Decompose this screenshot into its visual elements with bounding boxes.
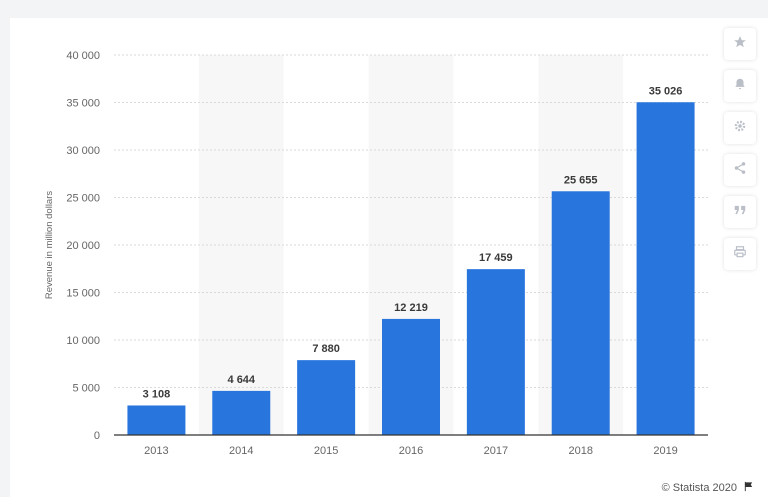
chart-card: 0 5 000 10 000 15 000 20 000 25 000 30 000 35 0… (10, 18, 768, 497)
gear-icon (733, 119, 747, 138)
y-tick-label: 0 (94, 430, 100, 442)
chart-toolbar (724, 28, 758, 280)
data-label: 12 219 (394, 302, 428, 314)
star-icon (733, 35, 747, 54)
notification-button[interactable] (724, 70, 756, 102)
bar (127, 405, 186, 435)
x-tick-label: 2017 (484, 445, 508, 457)
x-tick-label: 2013 (144, 445, 168, 457)
y-tick-label: 35 000 (66, 98, 100, 110)
y-tick-label: 40 000 (66, 50, 100, 62)
print-button[interactable] (724, 238, 756, 270)
cite-button[interactable] (724, 196, 756, 228)
credit-text: © Statista 2020 (661, 482, 737, 494)
settings-button[interactable] (724, 112, 756, 144)
y-tick-label: 15 000 (66, 288, 100, 300)
y-tick-label: 20 000 (66, 240, 100, 252)
share-icon (733, 161, 747, 180)
data-label: 35 026 (649, 85, 683, 97)
y-tick-label: 10 000 (66, 335, 100, 347)
quote-icon (733, 203, 747, 222)
share-button[interactable] (724, 154, 756, 186)
bar (466, 269, 525, 435)
data-label: 25 655 (564, 174, 598, 186)
column-band (198, 55, 284, 435)
x-tick-label: 2014 (229, 445, 253, 457)
x-tick-label: 2016 (399, 445, 423, 457)
x-tick-label: 2018 (568, 445, 592, 457)
bar (551, 191, 610, 435)
favorite-button[interactable] (724, 28, 756, 60)
flag-icon (743, 481, 754, 495)
y-axis-label: Revenue in million dollars (44, 191, 55, 299)
y-tick-label: 5 000 (72, 383, 100, 395)
data-label: 3 108 (143, 388, 171, 400)
print-icon (733, 245, 747, 264)
source-credit[interactable]: © Statista 2020 (662, 481, 754, 495)
x-tick-label: 2019 (653, 445, 677, 457)
bell-icon (733, 77, 747, 96)
bar (212, 390, 271, 435)
y-tick-label: 30 000 (66, 145, 100, 157)
x-tick-label: 2015 (314, 445, 338, 457)
data-label: 7 880 (312, 343, 340, 355)
bar (382, 318, 440, 435)
bar (297, 360, 356, 435)
y-tick-label: 25 000 (66, 193, 100, 205)
data-label: 17 459 (479, 252, 513, 264)
bar-chart: 0 5 000 10 000 15 000 20 000 25 000 30 000 35 0… (44, 50, 708, 457)
bar (636, 102, 695, 436)
data-label: 4 644 (228, 374, 256, 386)
